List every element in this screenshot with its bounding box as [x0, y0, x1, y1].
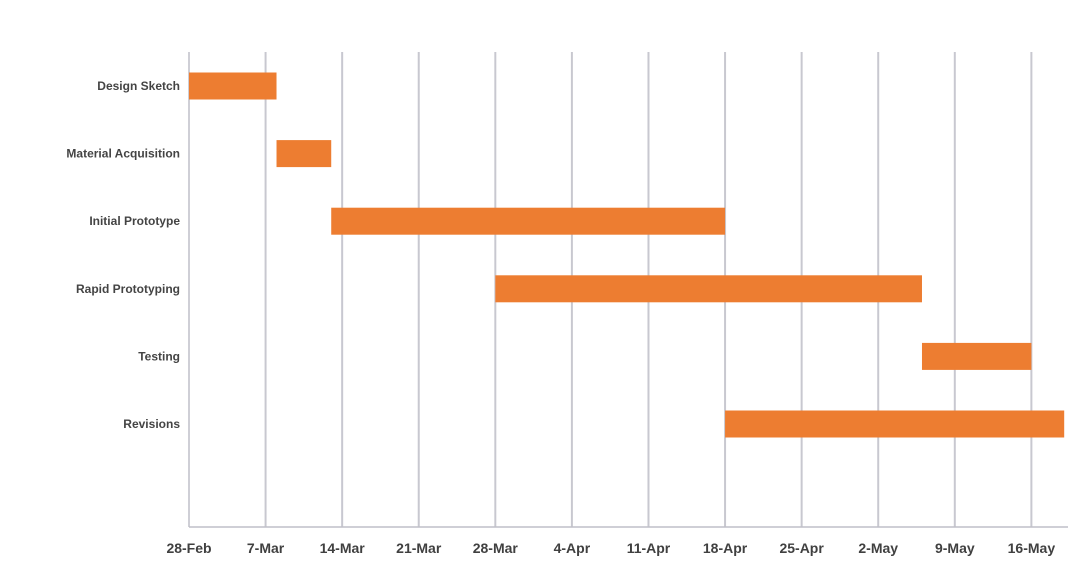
x-tick-label: 2-May — [858, 540, 898, 556]
x-tick-label: 9-May — [935, 540, 975, 556]
task-bar — [276, 140, 332, 168]
task-label: Revisions — [123, 417, 180, 431]
task-bar — [331, 207, 726, 235]
x-tick-label: 28-Feb — [166, 540, 211, 556]
x-tick-label: 11-Apr — [627, 540, 671, 556]
x-tick-label: 4-Apr — [554, 540, 591, 556]
x-tick-label: 25-Apr — [779, 540, 824, 556]
x-tick-label: 21-Mar — [396, 540, 442, 556]
task-label: Initial Prototype — [89, 214, 180, 228]
x-tick-label: 16-May — [1008, 540, 1056, 556]
task-bar — [921, 342, 1032, 370]
x-tick-label: 18-Apr — [703, 540, 748, 556]
task-label: Rapid Prototyping — [76, 282, 180, 296]
task-bar — [495, 275, 922, 303]
task-label: Testing — [138, 349, 180, 363]
x-tick-label: 7-Mar — [247, 540, 285, 556]
x-tick-label: 14-Mar — [320, 540, 366, 556]
task-label: Design Sketch — [97, 79, 180, 93]
task-bar — [189, 72, 277, 100]
task-label: Material Acquisition — [66, 147, 180, 161]
x-tick-label: 28-Mar — [473, 540, 519, 556]
task-bar — [725, 410, 1065, 438]
